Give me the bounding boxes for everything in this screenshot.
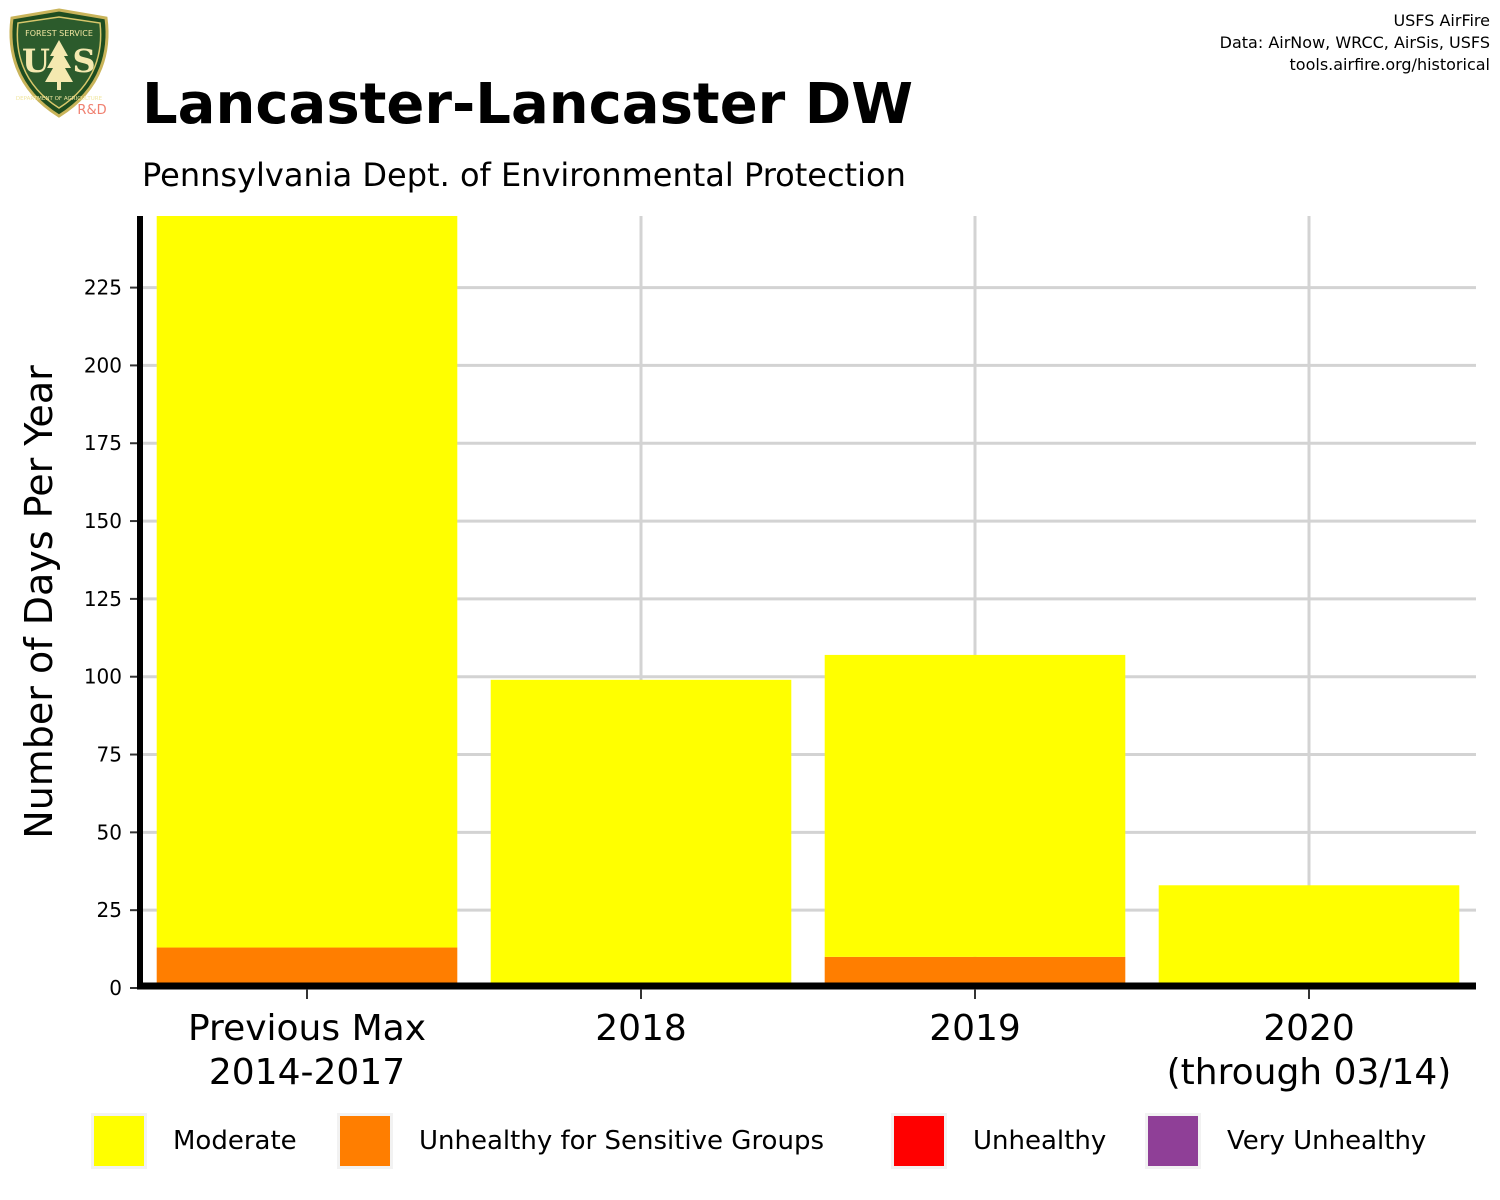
legend-item: Very Unhealthy	[1145, 1110, 1426, 1172]
svg-text:S: S	[72, 42, 95, 80]
y-tick-label: 225	[84, 276, 122, 300]
y-axis-label: Number of Days Per Year	[17, 365, 61, 839]
y-tick-label: 75	[97, 743, 122, 767]
y-tick-label: 25	[97, 898, 122, 922]
credit-line: tools.airfire.org/historical	[1289, 55, 1490, 74]
credit-line: USFS AirFire	[1393, 11, 1490, 30]
credit-line: Data: AirNow, WRCC, AirSis, USFS	[1219, 33, 1490, 52]
x-tick-label-line: 2014-2017	[209, 1052, 405, 1093]
svg-text:FOREST SERVICE: FOREST SERVICE	[25, 29, 93, 38]
x-tick-label: 2019	[929, 1008, 1021, 1049]
bars-layer	[156, 216, 1460, 988]
x-tick-label: 2018	[595, 1008, 687, 1049]
svg-text:DEPARTMENT OF AGRICULTURE: DEPARTMENT OF AGRICULTURE	[16, 96, 103, 102]
bar-segment	[1158, 885, 1460, 988]
bar-segment	[490, 679, 792, 988]
legend-item: Unhealthy for Sensitive Groups	[337, 1110, 824, 1172]
x-tick-label-line: 2019	[929, 1008, 1021, 1049]
legend-label: Very Unhealthy	[1227, 1126, 1427, 1156]
bar-segment	[156, 216, 458, 948]
x-tick-label: 2020 (through 03/14)	[1167, 1008, 1452, 1093]
y-tick-label: 50	[97, 820, 122, 844]
legend-swatch	[1145, 1113, 1201, 1169]
logo-tag: R&D	[77, 103, 106, 118]
x-tick-label-line: (through 03/14)	[1167, 1052, 1452, 1093]
legend-label: Unhealthy for Sensitive Groups	[419, 1126, 824, 1156]
axes-layer	[130, 216, 1476, 999]
legend-label: Unhealthy	[973, 1126, 1107, 1156]
legend-swatch	[337, 1113, 393, 1169]
legend-swatch	[891, 1113, 947, 1169]
y-tick-label: 200	[84, 353, 122, 377]
legend-swatch	[91, 1113, 147, 1169]
legend-item: Moderate	[91, 1110, 297, 1172]
chart-title: Lancaster-Lancaster DW	[142, 72, 914, 137]
y-tick-label: 150	[84, 509, 122, 533]
y-tick-label: 100	[84, 665, 122, 689]
x-tick-label-line: 2020	[1263, 1008, 1355, 1049]
chart-subtitle: Pennsylvania Dept. of Environmental Prot…	[142, 156, 906, 194]
bar-segment	[824, 654, 1126, 957]
bar-segment	[156, 947, 458, 988]
credits: USFS AirFire Data: AirNow, WRCC, AirSis,…	[1220, 10, 1490, 76]
y-tick-label: 0	[109, 976, 122, 1000]
x-tick-label: Previous Max 2014-2017	[188, 1008, 426, 1093]
svg-text:U: U	[22, 42, 50, 80]
legend-label: Moderate	[173, 1126, 297, 1156]
x-tick-label-line: 2018	[595, 1008, 687, 1049]
y-tick-label: 125	[84, 587, 122, 611]
y-tick-label: 175	[84, 431, 122, 455]
forest-service-logo-icon: FOREST SERVICE U S DEPARTMENT OF AGRICUL…	[9, 8, 109, 118]
x-tick-label-line: Previous Max	[188, 1008, 426, 1049]
legend-item: Unhealthy	[891, 1110, 1106, 1172]
legend: Moderate Unhealthy for Sensitive Groups Un…	[0, 1110, 1500, 1172]
